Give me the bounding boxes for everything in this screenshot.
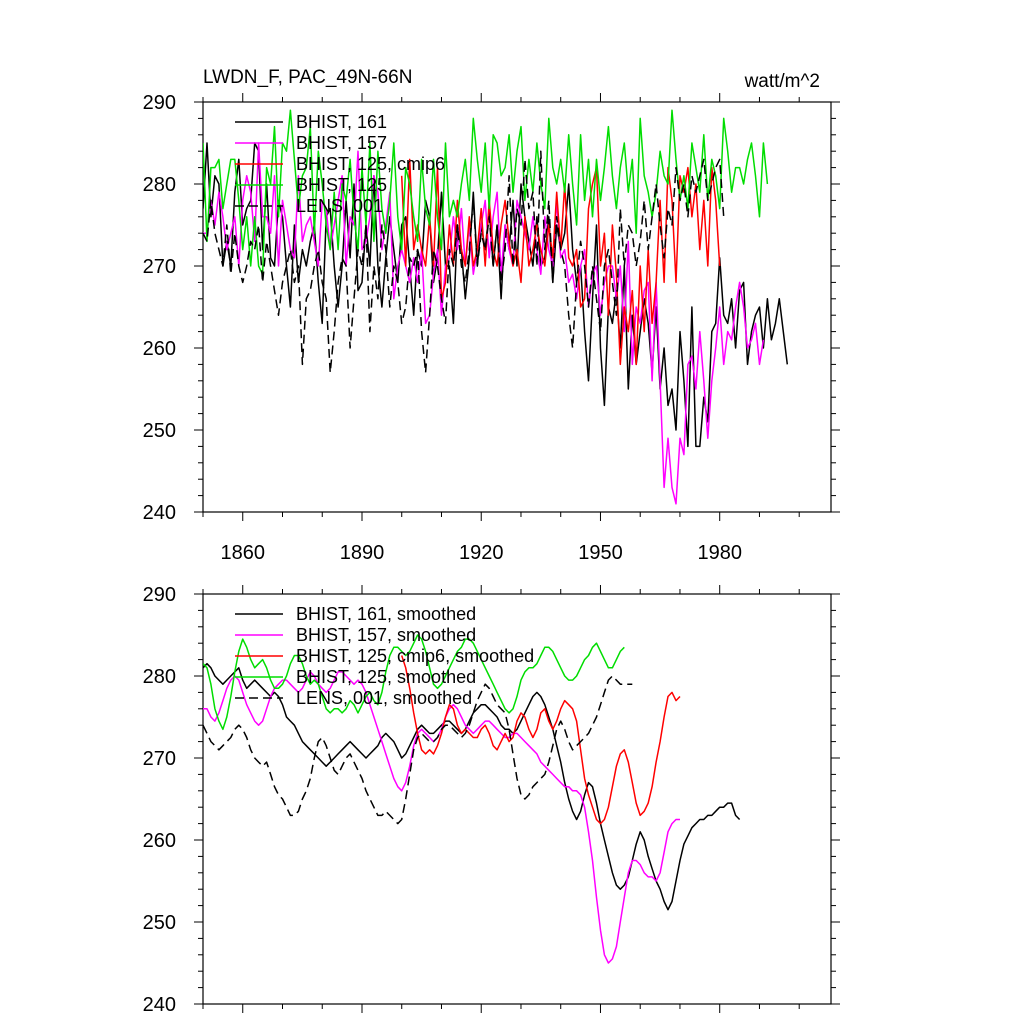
- x-tick-label: 1950: [578, 542, 623, 564]
- y-tick-label: 250: [143, 912, 176, 934]
- bottom-panel-axes: 240 250 260 270 280 290: [143, 584, 840, 1016]
- plot-frame: [202, 593, 832, 1005]
- y-tick-label: 280: [143, 666, 176, 688]
- y-tick-label: 260: [143, 338, 176, 360]
- series-line: [203, 671, 680, 964]
- y-tick-label: 250: [143, 420, 176, 442]
- top-panel-axes: 240 250 260 270 280 290 1860 1890 1920 1950 1980: [143, 92, 840, 564]
- legend-label: BHIST, 125, cmip6: [296, 154, 445, 174]
- bottom-panel-series: [203, 634, 741, 964]
- legend-label: BHIST, 161, smoothed: [296, 604, 476, 624]
- x-tick-label: 1980: [697, 542, 742, 564]
- legend-label: LENS, 001: [296, 196, 383, 216]
- series-line: [203, 142, 765, 505]
- y-tick-label: 270: [143, 256, 176, 278]
- series-line: [203, 634, 625, 731]
- legend-label: BHIST, 125: [296, 175, 387, 195]
- x-tick-label: 1890: [340, 542, 385, 564]
- top-panel: LWDN_F, PAC_49N-66N watt/m^2 240 250 260 27…: [143, 67, 840, 564]
- y-tick-label: 240: [143, 502, 176, 524]
- x-tick-label: 1920: [459, 542, 504, 564]
- y-tick-label: 290: [143, 92, 176, 114]
- y-tick-label: 280: [143, 174, 176, 196]
- legend-label: BHIST, 157: [296, 133, 387, 153]
- series-line: [203, 150, 725, 374]
- top-panel-title: LWDN_F, PAC_49N-66N: [203, 67, 412, 88]
- legend-label: BHIST, 157, smoothed: [296, 625, 476, 645]
- y-tick-label: 290: [143, 584, 176, 606]
- series-line: [400, 655, 681, 825]
- series-line: [203, 675, 633, 825]
- top-panel-units: watt/m^2: [744, 71, 820, 92]
- y-tick-label: 260: [143, 830, 176, 852]
- legend-label: LENS, 001, smoothed: [296, 688, 472, 708]
- series-line: [203, 109, 769, 275]
- y-tick-label: 270: [143, 748, 176, 770]
- legend-label: BHIST, 125, cmip6, smoothed: [296, 646, 534, 666]
- top-panel-series: [203, 109, 789, 505]
- x-tick-label: 1860: [220, 542, 265, 564]
- y-tick-label: 240: [143, 994, 176, 1016]
- legend-label: BHIST, 161: [296, 112, 387, 132]
- legend-label: BHIST, 125, smoothed: [296, 667, 476, 687]
- plot-frame: [202, 101, 832, 513]
